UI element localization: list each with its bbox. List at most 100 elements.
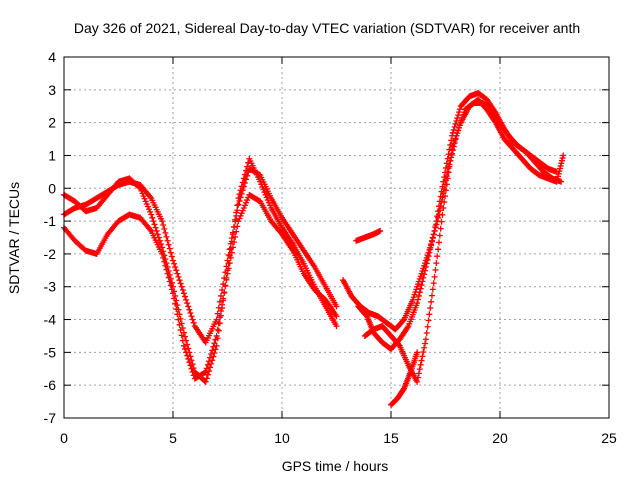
data-point <box>161 225 168 232</box>
data-point <box>429 235 436 242</box>
data-point <box>436 232 443 239</box>
data-point <box>152 224 159 231</box>
data-point <box>437 225 444 232</box>
data-point <box>420 349 427 356</box>
data-point <box>181 293 188 300</box>
data-point <box>222 283 229 290</box>
x-tick-label: 20 <box>492 430 508 446</box>
data-point <box>171 295 178 302</box>
data-point <box>186 306 193 313</box>
data-point <box>179 337 186 344</box>
data-point <box>244 163 251 170</box>
data-point <box>439 211 446 218</box>
data-point <box>435 246 442 253</box>
series-track-h <box>388 349 421 408</box>
data-point <box>435 203 442 210</box>
y-tick-label: 1 <box>48 147 56 163</box>
data-point <box>203 365 210 372</box>
data-point <box>214 326 221 333</box>
data-point <box>215 320 222 327</box>
data-point <box>560 152 567 159</box>
data-point <box>163 233 170 240</box>
data-point <box>445 169 452 176</box>
data-point <box>415 370 422 377</box>
data-point <box>189 369 196 376</box>
y-tick-label: -4 <box>44 312 57 328</box>
y-tick-label: 4 <box>48 49 56 65</box>
data-point <box>417 361 424 368</box>
data-point <box>153 227 160 234</box>
data-point <box>419 353 426 360</box>
data-point <box>422 336 429 343</box>
data-point <box>190 319 197 326</box>
data-point <box>213 332 220 339</box>
data-point <box>438 218 445 225</box>
data-point <box>231 223 238 230</box>
data-point <box>453 117 460 124</box>
data-point <box>455 112 462 119</box>
data-point <box>223 276 230 283</box>
data-point <box>227 254 234 261</box>
data-point <box>183 296 190 303</box>
x-tick-label: 0 <box>60 430 68 446</box>
data-point <box>161 258 168 265</box>
y-tick-label: -5 <box>44 344 57 360</box>
data-point <box>160 222 167 229</box>
data-point <box>170 290 176 297</box>
data-point <box>148 211 155 218</box>
data-point <box>417 285 424 292</box>
y-tick-label: -3 <box>44 279 57 295</box>
data-point <box>236 198 243 205</box>
data-point <box>416 366 423 373</box>
data-point <box>166 278 173 285</box>
data-point <box>439 183 446 190</box>
data-point <box>211 340 218 347</box>
data-point <box>184 300 191 307</box>
data-point <box>209 347 216 354</box>
data-point <box>454 115 461 122</box>
data-point <box>159 250 166 257</box>
data-point <box>185 345 192 352</box>
data-point <box>435 208 442 215</box>
data-point <box>172 264 179 271</box>
data-point <box>436 198 443 205</box>
data-point <box>435 239 442 246</box>
data-point <box>150 218 157 225</box>
data-point <box>226 260 233 267</box>
data-point <box>421 271 428 278</box>
data-point <box>224 270 231 277</box>
data-point <box>238 183 245 190</box>
data-point <box>188 313 195 320</box>
data-point <box>203 375 210 382</box>
data-point <box>187 309 194 316</box>
data-point <box>228 249 235 256</box>
plot-frame <box>63 56 610 419</box>
data-point <box>164 237 171 244</box>
data-point <box>448 137 455 144</box>
data-point <box>428 298 435 305</box>
data-point <box>233 209 240 216</box>
data-point <box>207 354 214 361</box>
data-point <box>188 365 195 372</box>
data-point <box>426 249 433 256</box>
data-point <box>216 314 223 321</box>
x-tick-label: 10 <box>274 430 290 446</box>
data-point <box>429 286 436 293</box>
data-point <box>438 188 445 195</box>
data-point <box>430 280 437 287</box>
data-point <box>170 257 176 264</box>
data-point <box>219 301 226 308</box>
data-point <box>168 286 175 293</box>
data-point <box>171 260 178 267</box>
data-point <box>229 244 236 251</box>
data-point <box>225 265 232 272</box>
data-point <box>452 120 459 127</box>
data-point <box>434 213 441 220</box>
series-track-f <box>361 96 567 385</box>
data-point <box>181 346 188 353</box>
data-point <box>183 349 190 356</box>
series-track-b <box>61 155 340 385</box>
data-point <box>428 238 435 245</box>
data-point <box>433 260 440 267</box>
